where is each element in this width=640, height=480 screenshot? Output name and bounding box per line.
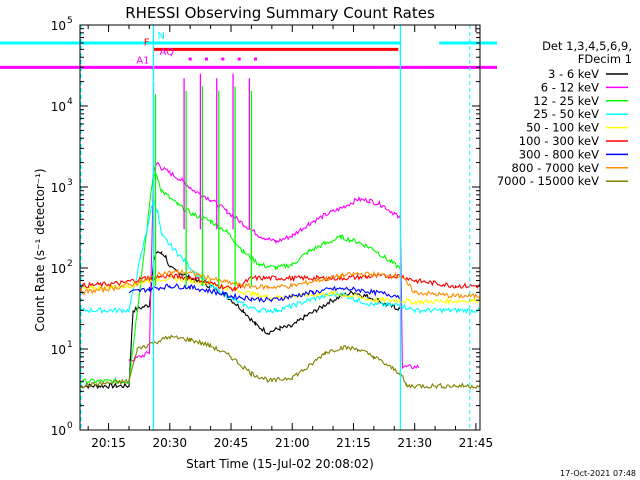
chart-title: RHESSI Observing Summary Count Rates (125, 4, 435, 22)
legend-label-3-6-kev: 3 - 6 keV (548, 67, 599, 81)
x-tick-label-4: 21:15 (336, 436, 371, 450)
status-label-f: F (144, 37, 150, 48)
y-tick-label-4: 10 (51, 100, 66, 114)
series-line-100-300-kev (79, 272, 481, 293)
legend-label-100-300-kev: 100 - 300 keV (519, 134, 599, 148)
x-tick-label-1: 20:30 (152, 436, 187, 450)
footer-date: 17-Oct-2021 07:48 (560, 469, 636, 478)
x-axis-label: Start Time (15-Jul-02 20:08:02) (186, 457, 374, 471)
series-line-7000-15000-kev (79, 334, 481, 390)
y-tick-exp-4: 4 (67, 97, 73, 107)
legend-header-line-1: Det 1,3,4,5,6,9, (542, 39, 632, 53)
status-label-a1: A1 (136, 55, 149, 66)
y-tick-exp-3: 3 (67, 178, 73, 188)
status-dot-aq-2 (221, 57, 225, 61)
plot-frame (79, 24, 481, 431)
x-tick-label-5: 21:30 (397, 436, 432, 450)
y-tick-exp-1: 1 (67, 340, 73, 350)
x-tick-label-0: 20:15 (91, 436, 126, 450)
status-dot-aq-1 (205, 57, 209, 61)
series-line-800-7000-kev (79, 268, 481, 300)
legend-label-6-12-kev: 6 - 12 keV (541, 80, 599, 94)
x-tick-label-2: 20:45 (214, 436, 249, 450)
y-tick-label-1: 10 (51, 343, 66, 357)
legend-label-12-25-kev: 12 - 25 keV (533, 94, 599, 108)
status-dot-aq-0 (188, 57, 192, 61)
y-tick-exp-0: 0 (67, 421, 73, 431)
legend-header-line-2: FDecim 1 (578, 52, 632, 66)
status-dot-aq-3 (237, 57, 241, 61)
series-layer (79, 73, 481, 390)
status-bars-layer: NF A1 AQ (0, 31, 497, 69)
series-line-50-100-kev (79, 275, 481, 306)
y-tick-label-0: 10 (51, 424, 66, 438)
legend-label-50-100-kev: 50 - 100 keV (526, 121, 599, 135)
y-tick-label-3: 10 (51, 181, 66, 195)
series-line-3-6-kev (79, 250, 401, 390)
vertical-markers-layer (80, 25, 471, 430)
x-tick-label-3: 21:00 (275, 436, 310, 450)
legend-label-25-50-kev: 25 - 50 keV (533, 107, 599, 121)
y-tick-exp-5: 5 (67, 16, 73, 26)
status-dot-aq-4 (254, 57, 258, 61)
status-label-aq: AQ (159, 47, 174, 58)
y-tick-label-5: 10 (51, 19, 66, 33)
series-line-300-800-kev (128, 283, 401, 303)
x-tick-label-6: 21:45 (459, 436, 494, 450)
legend-label-800-7000-kev: 800 - 7000 keV (511, 161, 599, 175)
y-axis-label: Count Rate (s⁻¹ detector⁻¹) (33, 168, 47, 331)
series-line-12-25-kev (79, 171, 401, 385)
series-line-25-50-kev (79, 198, 481, 315)
legend-label-7000-15000-kev: 7000 - 15000 keV (497, 174, 599, 188)
y-tick-exp-2: 2 (67, 259, 73, 269)
y-tick-label-2: 10 (51, 262, 66, 276)
legend-label-300-800-kev: 300 - 800 keV (519, 147, 599, 161)
series-line-6-12-kev (128, 161, 420, 370)
status-label-n: N (157, 31, 164, 42)
